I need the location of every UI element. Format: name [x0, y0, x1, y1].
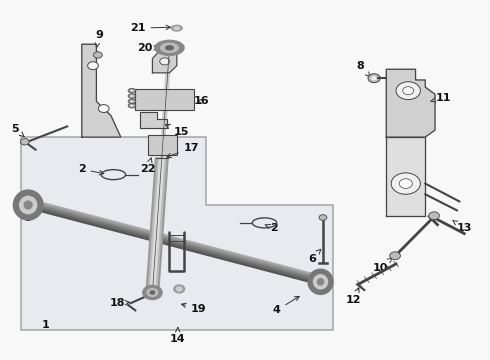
Ellipse shape — [130, 100, 134, 103]
Ellipse shape — [368, 74, 380, 83]
Text: 10: 10 — [373, 258, 392, 273]
Ellipse shape — [130, 90, 134, 92]
Text: 6: 6 — [308, 249, 321, 264]
Ellipse shape — [150, 291, 155, 294]
Ellipse shape — [24, 201, 32, 209]
Ellipse shape — [174, 27, 180, 30]
Ellipse shape — [94, 52, 102, 58]
Polygon shape — [82, 44, 121, 137]
Ellipse shape — [371, 76, 377, 80]
Ellipse shape — [399, 179, 413, 188]
Text: 17: 17 — [167, 143, 199, 158]
Text: 12: 12 — [345, 288, 361, 305]
Ellipse shape — [396, 82, 420, 100]
Polygon shape — [386, 137, 425, 216]
Text: 18: 18 — [110, 298, 129, 308]
Ellipse shape — [172, 25, 182, 31]
Polygon shape — [152, 48, 177, 73]
FancyBboxPatch shape — [147, 135, 177, 155]
Ellipse shape — [176, 287, 182, 291]
Text: 3: 3 — [24, 207, 32, 222]
Text: 5: 5 — [11, 124, 24, 136]
Ellipse shape — [318, 279, 323, 285]
Ellipse shape — [174, 285, 185, 293]
Ellipse shape — [130, 95, 134, 97]
Text: 8: 8 — [357, 62, 370, 77]
Text: 11: 11 — [431, 93, 452, 103]
Ellipse shape — [128, 94, 136, 98]
Text: 22: 22 — [140, 158, 155, 174]
Text: 1: 1 — [41, 320, 49, 330]
Text: 4: 4 — [273, 296, 299, 315]
Text: 2: 2 — [78, 164, 104, 175]
Ellipse shape — [155, 40, 184, 55]
Ellipse shape — [20, 196, 37, 213]
Text: 19: 19 — [181, 303, 206, 314]
Text: 15: 15 — [166, 125, 189, 138]
Text: 20: 20 — [137, 43, 159, 53]
Ellipse shape — [98, 105, 109, 112]
Text: 21: 21 — [130, 23, 171, 33]
Ellipse shape — [160, 58, 170, 65]
Ellipse shape — [143, 285, 162, 300]
Ellipse shape — [21, 139, 29, 145]
Ellipse shape — [391, 173, 420, 194]
Ellipse shape — [429, 212, 440, 220]
Ellipse shape — [88, 62, 98, 69]
Ellipse shape — [390, 252, 400, 260]
FancyBboxPatch shape — [135, 89, 194, 111]
Text: 13: 13 — [453, 221, 472, 233]
Text: 2: 2 — [265, 223, 278, 233]
Ellipse shape — [128, 88, 136, 93]
Text: 7: 7 — [170, 43, 181, 54]
Ellipse shape — [166, 46, 173, 50]
Ellipse shape — [403, 87, 414, 95]
Ellipse shape — [130, 105, 134, 107]
Ellipse shape — [161, 43, 178, 52]
Ellipse shape — [147, 289, 158, 296]
Ellipse shape — [308, 269, 333, 294]
Polygon shape — [386, 69, 435, 137]
Text: 9: 9 — [95, 30, 103, 48]
Ellipse shape — [13, 190, 43, 220]
Polygon shape — [21, 137, 333, 330]
Polygon shape — [140, 112, 167, 128]
Ellipse shape — [128, 103, 136, 108]
Text: 14: 14 — [170, 328, 186, 344]
Text: 16: 16 — [194, 96, 209, 107]
Ellipse shape — [319, 215, 327, 220]
Ellipse shape — [128, 99, 136, 104]
Ellipse shape — [314, 275, 327, 289]
